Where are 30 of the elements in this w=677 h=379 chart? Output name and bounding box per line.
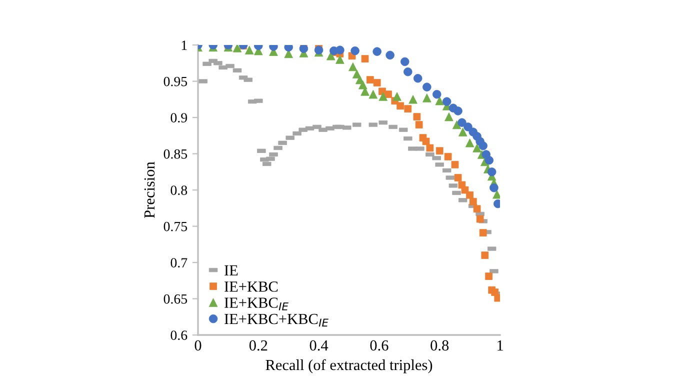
point (232, 45, 242, 52)
y-axis-title: Precision (144, 162, 155, 218)
point (404, 105, 412, 112)
y-tick-label: 0.65 (164, 294, 188, 304)
x-tick-label: 0.2 (249, 340, 268, 351)
y-tick-label: 0.9 (170, 113, 188, 123)
x-axis-title: Recall (of extracted triples) (266, 359, 432, 374)
y-tick-label: 1 (182, 40, 187, 50)
x-tick-label: 1 (498, 340, 503, 350)
y-tick-label: 0.85 (164, 149, 188, 159)
x-tick-label: 0.6 (370, 340, 388, 351)
y-tick-label: 0.75 (164, 222, 188, 232)
legend-label: IE+KBC+KBC$_{IE}$ (224, 314, 328, 326)
y-tick-label: 0.8 (170, 186, 188, 196)
legend-label: IE+KBC (224, 282, 278, 292)
point (476, 215, 484, 223)
legend-label: IE (224, 265, 238, 276)
x-tick-label: 0 (194, 340, 202, 351)
legend-label: IE+KBC$_{IE}$ (224, 298, 288, 310)
point (426, 144, 434, 152)
point (444, 152, 452, 160)
y-tick-label: 0.6 (170, 330, 188, 340)
x-tick-label: 0.4 (310, 340, 328, 351)
y-tick-label: 0.7 (170, 258, 188, 268)
point (492, 190, 500, 199)
y-tick-label: 0.95 (164, 76, 188, 86)
point (284, 45, 293, 52)
x-tick-label: 0.8 (430, 340, 449, 351)
point (373, 79, 381, 86)
point (451, 160, 459, 168)
